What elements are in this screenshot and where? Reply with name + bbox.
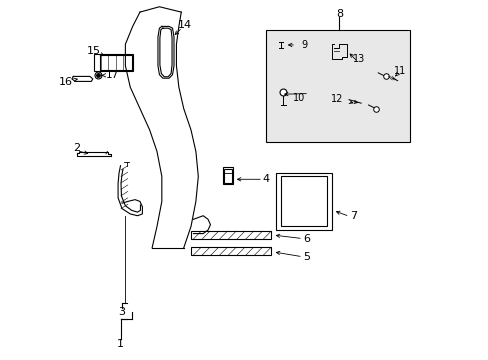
Text: 1: 1 bbox=[117, 339, 124, 349]
Text: 17: 17 bbox=[105, 70, 119, 80]
Text: 15: 15 bbox=[86, 46, 101, 56]
Text: 13: 13 bbox=[352, 54, 364, 64]
Bar bbox=[191, 231, 271, 239]
Text: 6: 6 bbox=[303, 234, 309, 244]
Text: 8: 8 bbox=[335, 9, 342, 19]
Text: 2: 2 bbox=[73, 143, 80, 153]
Text: 3: 3 bbox=[118, 307, 125, 317]
Bar bbox=[94, 54, 132, 71]
Bar bbox=[276, 173, 331, 230]
Text: 4: 4 bbox=[262, 174, 269, 184]
Text: 5: 5 bbox=[303, 252, 309, 262]
Text: 11: 11 bbox=[393, 66, 406, 76]
Text: 10: 10 bbox=[293, 93, 305, 103]
Bar bbox=[222, 167, 233, 184]
Bar bbox=[224, 169, 231, 183]
Text: 12: 12 bbox=[330, 94, 343, 104]
Bar bbox=[266, 30, 409, 143]
Text: 9: 9 bbox=[301, 40, 307, 50]
Text: 7: 7 bbox=[349, 211, 357, 221]
Bar bbox=[100, 55, 131, 69]
Bar bbox=[191, 247, 271, 255]
Bar bbox=[281, 176, 326, 226]
Text: 16: 16 bbox=[59, 77, 73, 87]
Text: 14: 14 bbox=[178, 19, 192, 30]
